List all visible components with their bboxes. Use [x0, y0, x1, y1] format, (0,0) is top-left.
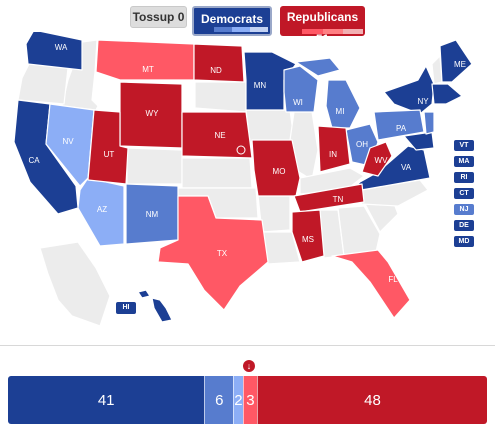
state-ga[interactable]: [337, 205, 381, 257]
divider: [0, 345, 495, 346]
state-ne[interactable]: [181, 111, 253, 159]
label-ny: NY: [417, 97, 429, 106]
tab-tossup-label: Tossup: [132, 10, 175, 24]
state-or[interactable]: [17, 61, 69, 105]
label-in: IN: [329, 150, 337, 159]
state-ms[interactable]: [291, 209, 325, 263]
seat-segment-safe-rep[interactable]: 48: [257, 376, 487, 424]
label-ne: NE: [214, 131, 225, 140]
arrow-down-icon: ↓: [243, 360, 255, 372]
label-mo: MO: [273, 167, 286, 176]
seat-count-bar: 41 6 2 3 48: [8, 376, 487, 424]
tab-democrats-label: Democrats: [200, 12, 264, 26]
tab-tossup[interactable]: Tossup 0: [130, 6, 187, 28]
label-wi: WI: [293, 98, 303, 107]
label-oh: OH: [356, 140, 368, 149]
label-mn: MN: [254, 81, 267, 90]
label-ms: MS: [302, 235, 314, 244]
label-mi: MI: [336, 107, 345, 116]
state-ut[interactable]: [87, 109, 129, 185]
small-state-de[interactable]: DE: [454, 220, 474, 231]
label-nm: NM: [146, 210, 159, 219]
label-ut: UT: [104, 150, 115, 159]
small-state-ct[interactable]: CT: [454, 188, 474, 199]
rating-tabs: Tossup 0 Democrats 49 Republicans 51: [0, 6, 495, 48]
state-ia[interactable]: [245, 109, 295, 143]
label-va: VA: [401, 163, 412, 172]
state-ak[interactable]: [39, 241, 111, 327]
state-pa[interactable]: [373, 109, 425, 141]
dem-color-strip: [196, 27, 268, 32]
tab-republicans[interactable]: Republicans 51: [280, 6, 365, 46]
state-mt[interactable]: [95, 39, 195, 81]
small-state-ma[interactable]: MA: [454, 156, 474, 167]
tab-tossup-count: 0: [177, 10, 185, 24]
label-wy: WY: [146, 109, 160, 118]
label-pa: PA: [396, 124, 407, 133]
seat-segment-likely-dem[interactable]: 6: [204, 376, 234, 424]
state-ny[interactable]: [383, 65, 435, 115]
state-wi[interactable]: [283, 65, 319, 113]
us-senate-map: WA MT ND MN WI MI ME NY NV CA UT WY NE I…: [13, 32, 473, 327]
label-hi: HI: [116, 302, 136, 314]
label-nd: ND: [210, 66, 222, 75]
small-state-ri[interactable]: RI: [454, 172, 474, 183]
state-hi[interactable]: [137, 289, 173, 323]
state-fl[interactable]: [331, 249, 411, 319]
state-new-england[interactable]: [431, 83, 463, 105]
label-tn: TN: [333, 195, 344, 204]
state-tx[interactable]: [157, 195, 269, 311]
label-ca: CA: [28, 156, 40, 165]
state-nv[interactable]: [45, 103, 95, 187]
state-va[interactable]: [349, 145, 431, 193]
state-nd[interactable]: [193, 43, 245, 83]
label-nv: NV: [62, 137, 74, 146]
state-wv[interactable]: [361, 141, 393, 177]
rep-color-strip: [282, 29, 363, 34]
label-fl: FL: [388, 275, 398, 284]
seat-segment-safe-dem[interactable]: 41: [8, 376, 205, 424]
state-me[interactable]: [439, 39, 473, 83]
state-mi-up[interactable]: [295, 57, 341, 77]
state-in[interactable]: [317, 125, 351, 173]
label-az: AZ: [97, 205, 107, 214]
seat-segment-likely-rep[interactable]: 3: [242, 376, 258, 424]
seat-segment-lean-dem[interactable]: 2: [233, 376, 243, 424]
label-wv: WV: [375, 156, 389, 165]
state-ks[interactable]: [181, 157, 253, 189]
small-state-vt[interactable]: VT: [454, 140, 474, 151]
state-wa[interactable]: [25, 32, 83, 71]
small-state-nj[interactable]: NJ: [454, 204, 474, 215]
state-mi[interactable]: [325, 79, 361, 129]
ne-district-marker[interactable]: [236, 145, 246, 155]
label-mt: MT: [142, 65, 154, 74]
state-sd[interactable]: [194, 81, 247, 113]
state-co[interactable]: [126, 147, 183, 185]
state-nj[interactable]: [423, 111, 435, 135]
small-state-md[interactable]: MD: [454, 236, 474, 247]
tab-republicans-count: 51: [315, 32, 330, 46]
tab-democrats[interactable]: Democrats 49: [192, 6, 272, 48]
state-md[interactable]: [403, 131, 435, 151]
tab-republicans-label: Republicans: [286, 10, 359, 24]
label-wa: WA: [55, 43, 68, 52]
label-me: ME: [454, 60, 466, 69]
tab-democrats-count: 49: [225, 34, 239, 48]
state-tn[interactable]: [293, 183, 365, 213]
label-tx: TX: [217, 249, 228, 258]
state-az[interactable]: [77, 177, 125, 247]
